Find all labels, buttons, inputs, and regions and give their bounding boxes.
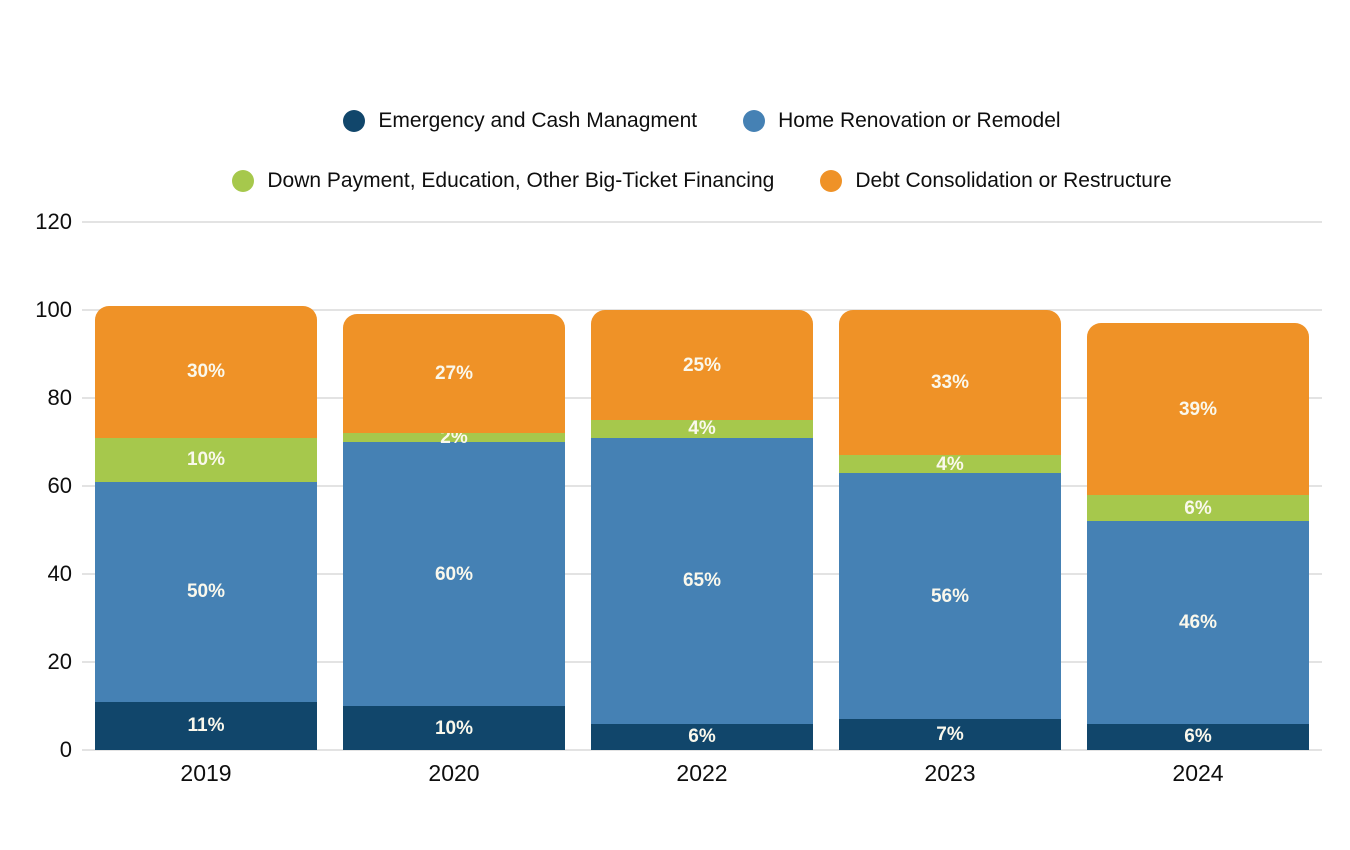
legend-dot-icon xyxy=(820,170,843,192)
bar-2022: 6% 65% 4% 25% xyxy=(591,310,813,750)
bar-segment-2020-debt-consolidation-or-restructure: 27% xyxy=(343,314,565,434)
y-axis-tick-40: 40 xyxy=(47,561,72,586)
bar-segment-2019-home-renovation-or-remodel: 50% xyxy=(95,481,317,702)
legend-item-down-payment-education-other-big-ticket-financing: Down Payment, Education, Other Big-Ticke… xyxy=(232,169,774,193)
bar-segment-2022-down-payment-education-other-big-ticket-financing: 4% xyxy=(591,418,813,440)
bar-segment-2020-emergency-and-cash-managment: 10% xyxy=(343,706,565,750)
y-axis-tick-0: 0 xyxy=(59,737,72,762)
bar-segment-2024-home-renovation-or-remodel: 46% xyxy=(1087,521,1309,724)
gridline-120 xyxy=(82,221,1322,223)
plot-area: 0 20 40 60 80 100 120 11% 50% 10% 30% 2019 10% 60% 2% 2… xyxy=(35,211,1322,786)
bar-segment-2019-emergency-and-cash-managment: 11% xyxy=(95,701,317,750)
bar-segment-2023-debt-consolidation-or-restructure: 33% xyxy=(839,310,1061,456)
legend-dot-icon xyxy=(343,110,366,132)
data-label: 10% xyxy=(434,717,474,739)
x-axis-label-2019: 2019 xyxy=(180,760,232,786)
data-label: 6% xyxy=(1184,497,1212,519)
legend-item-debt-consolidation-or-restructure: Debt Consolidation or Restructure xyxy=(820,169,1172,193)
bar-segment-2020-down-payment-education-other-big-ticket-financing: 2% xyxy=(343,428,565,447)
data-label: 56% xyxy=(930,585,970,607)
x-axis-label-2024: 2024 xyxy=(1172,760,1224,786)
legend-dot-icon xyxy=(232,170,255,192)
data-label: 33% xyxy=(930,372,970,394)
data-label: 25% xyxy=(682,354,722,376)
x-axis-label-2020: 2020 xyxy=(428,760,480,786)
bar-2020: 10% 60% 2% 27% xyxy=(343,314,565,750)
data-label: 6% xyxy=(688,726,716,748)
x-axis-label-2022: 2022 xyxy=(676,760,728,786)
legend-label: Home Renovation or Remodel xyxy=(778,109,1061,132)
data-label: 4% xyxy=(936,453,964,475)
data-label: 11% xyxy=(187,715,225,737)
bar-segment-2022-home-renovation-or-remodel: 65% xyxy=(591,437,813,724)
bar-2023: 7% 56% 4% 33% xyxy=(839,310,1061,750)
legend-row-2: Down Payment, Education, Other Big-Ticke… xyxy=(232,168,1172,194)
bar-segment-2024-debt-consolidation-or-restructure: 39% xyxy=(1087,323,1309,495)
bar-segment-2023-emergency-and-cash-managment: 7% xyxy=(839,719,1061,750)
data-label: 65% xyxy=(682,570,722,592)
bar-segment-2019-debt-consolidation-or-restructure: 30% xyxy=(95,305,317,438)
legend-label: Debt Consolidation or Restructure xyxy=(855,169,1172,192)
bar-2024: 6% 46% 6% 39% xyxy=(1087,323,1309,750)
y-axis-tick-120: 120 xyxy=(35,209,72,234)
bar-segment-2023-home-renovation-or-remodel: 56% xyxy=(839,472,1061,720)
data-label: 27% xyxy=(434,363,474,385)
y-axis-tick-20: 20 xyxy=(47,649,72,674)
data-label: 10% xyxy=(186,449,226,471)
legend-row-1: Emergency and Cash Managment Home Renovat… xyxy=(343,108,1061,134)
chart-legend: Emergency and Cash Managment Home Renovat… xyxy=(82,108,1322,194)
data-label: 6% xyxy=(1184,726,1212,748)
bar-2019: 11% 50% 10% 30% xyxy=(95,305,317,750)
bar-segment-2022-debt-consolidation-or-restructure: 25% xyxy=(591,310,813,421)
data-label: 30% xyxy=(186,361,226,383)
y-axis-tick-60: 60 xyxy=(47,473,72,498)
bar-segment-2024-down-payment-education-other-big-ticket-financing: 6% xyxy=(1087,494,1309,522)
gridline-100 xyxy=(82,309,1322,311)
y-axis-tick-80: 80 xyxy=(47,385,72,410)
gridline-0 xyxy=(82,749,1322,751)
data-label: 50% xyxy=(186,581,226,603)
legend-label: Down Payment, Education, Other Big-Ticke… xyxy=(267,169,775,192)
data-label: 60% xyxy=(434,563,474,585)
legend-item-home-renovation-or-remodel: Home Renovation or Remodel xyxy=(743,109,1061,133)
data-label: 4% xyxy=(688,418,716,440)
bar-segment-2023-down-payment-education-other-big-ticket-financing: 4% xyxy=(839,453,1061,475)
data-label: 7% xyxy=(936,724,964,746)
data-label: 39% xyxy=(1178,398,1218,420)
legend-label: Emergency and Cash Managment xyxy=(378,109,698,132)
data-label: 46% xyxy=(1178,611,1218,633)
legend-item-emergency-and-cash-managment: Emergency and Cash Managment xyxy=(343,109,697,133)
x-axis-label-2023: 2023 xyxy=(924,760,976,786)
y-axis-tick-100: 100 xyxy=(35,297,72,322)
legend-dot-icon xyxy=(743,110,766,132)
bar-segment-2022-emergency-and-cash-managment: 6% xyxy=(591,723,813,750)
bar-segment-2020-home-renovation-or-remodel: 60% xyxy=(343,442,565,706)
bar-segment-2024-emergency-and-cash-managment: 6% xyxy=(1087,723,1309,750)
bar-segment-2019-down-payment-education-other-big-ticket-financing: 10% xyxy=(95,437,317,482)
